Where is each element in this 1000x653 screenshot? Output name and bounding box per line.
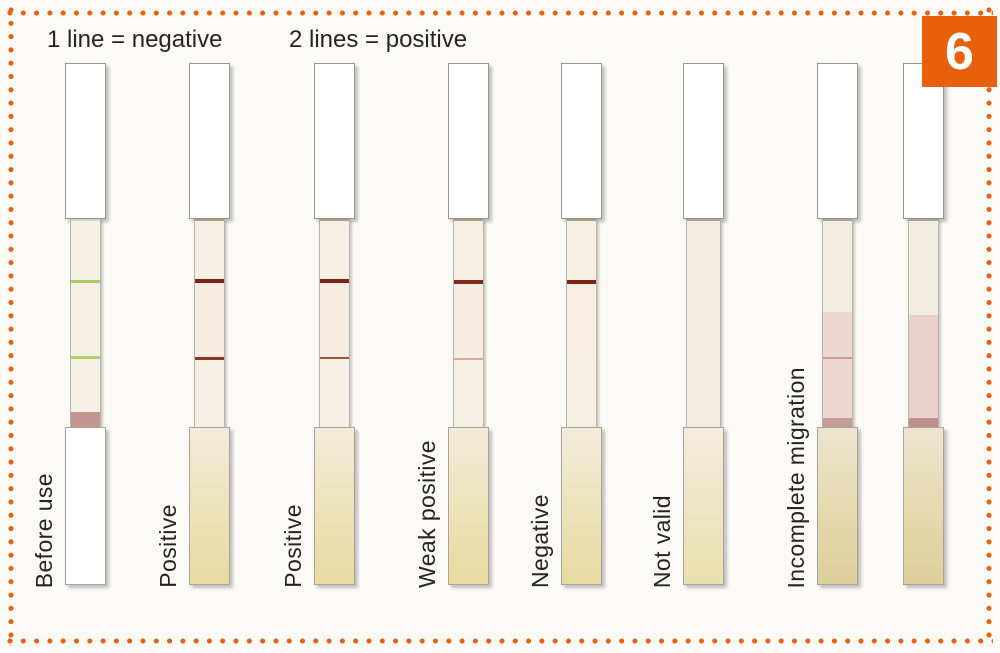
membrane-zone (195, 283, 224, 357)
membrane-shadow-edge (687, 219, 720, 221)
strip-membrane (908, 219, 939, 427)
figure-number-badge: 6 (922, 16, 997, 87)
strip-label: Before use (31, 472, 57, 588)
strip-label: Positive (155, 504, 181, 588)
membrane-zone (909, 315, 938, 418)
strip-membrane (822, 219, 853, 427)
strip-sample-pad (448, 427, 489, 585)
strip-membrane (194, 219, 225, 427)
membrane-zone (909, 418, 938, 427)
membrane-zone (823, 418, 852, 427)
membrane-zone (567, 281, 596, 359)
membrane-zone (320, 283, 349, 357)
membrane-zone (71, 412, 100, 427)
control-line (320, 279, 349, 283)
strip-top-handle (903, 63, 944, 219)
membrane-shadow-edge (567, 219, 596, 221)
test-line (320, 357, 349, 359)
strip-sample-pad (683, 427, 724, 585)
weak-test-line (454, 358, 483, 360)
test-strip-negative: Negative (527, 63, 602, 588)
test-mark-green (71, 356, 100, 359)
strip-membrane (453, 219, 484, 427)
legend-positive-rule: 2 lines = positive (289, 26, 468, 53)
strip-top-handle (314, 63, 355, 219)
strip-membrane (70, 219, 101, 427)
strip-membrane (319, 219, 350, 427)
dotted-border-bottom (7, 638, 993, 644)
faint-migration-line (823, 357, 852, 359)
test-strip-weak-positive: Weak positive (414, 63, 489, 588)
membrane-zone (454, 284, 483, 357)
membrane-shadow-edge (823, 219, 852, 221)
strip-label: Incomplete migration (783, 366, 809, 589)
test-strip-positive-2: Positive (280, 63, 355, 588)
strip-top-handle (448, 63, 489, 219)
strip-membrane (566, 219, 597, 427)
dotted-border-left (8, 7, 14, 646)
strip-membrane (686, 219, 721, 427)
strip-sample-pad (561, 427, 602, 585)
test-line (195, 357, 224, 360)
membrane-shadow-edge (71, 219, 100, 221)
strip-sample-pad (189, 427, 230, 585)
legend-negative-rule: 1 line = negative (47, 26, 223, 53)
test-strip-before-use: Before use (31, 63, 106, 588)
test-strip-incomplete-migration-1: Incomplete migration (783, 63, 858, 588)
control-mark-green (71, 280, 100, 283)
test-strip-not-valid: Not valid (649, 63, 724, 588)
strip-label: Weak positive (414, 440, 440, 588)
strip-top-handle (683, 63, 724, 219)
strip-top-handle (189, 63, 230, 219)
membrane-shadow-edge (909, 219, 938, 221)
test-strip-incomplete-migration-2 (903, 63, 944, 585)
dotted-border-right (986, 7, 992, 646)
strip-sample-pad (65, 427, 106, 585)
control-line (567, 280, 596, 284)
test-strip-positive-1: Positive (155, 63, 230, 588)
membrane-zone (823, 312, 852, 418)
membrane-shadow-edge (320, 219, 349, 221)
strip-sample-pad (903, 427, 944, 585)
strip-label: Negative (527, 494, 553, 588)
figure-number: 6 (945, 22, 974, 81)
dotted-border-top (7, 10, 993, 16)
strip-sample-pad (817, 427, 858, 585)
control-line (454, 280, 483, 284)
strip-sample-pad (314, 427, 355, 585)
control-line (195, 279, 224, 283)
strip-top-handle (561, 63, 602, 219)
strip-top-handle (817, 63, 858, 219)
strip-top-handle (65, 63, 106, 219)
strip-label: Not valid (649, 494, 675, 588)
membrane-shadow-edge (195, 219, 224, 221)
membrane-shadow-edge (454, 219, 483, 221)
strip-label: Positive (280, 504, 306, 588)
